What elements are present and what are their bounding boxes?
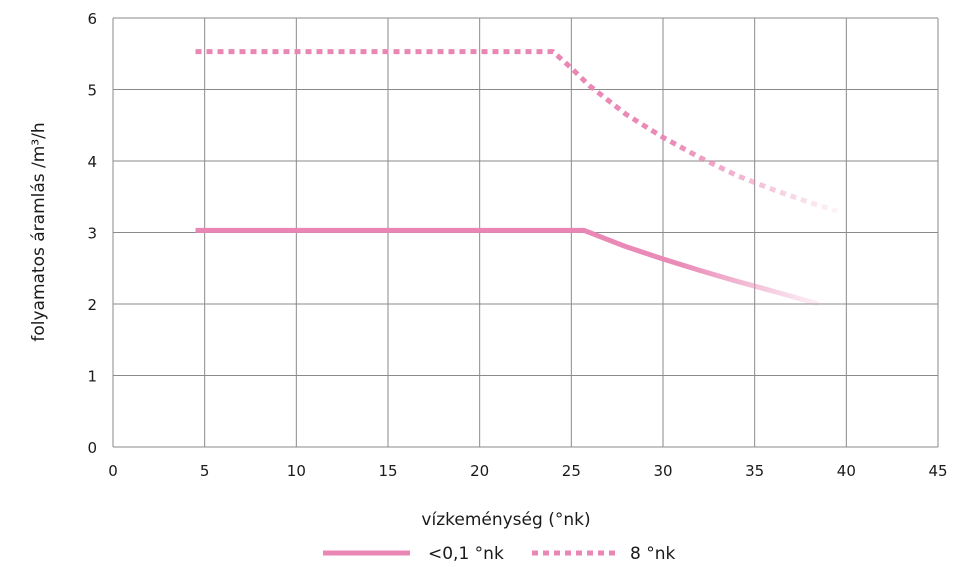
y-axis-label: folyamatos áramlás /m³/h bbox=[29, 122, 49, 341]
y-tick-label: 1 bbox=[87, 368, 97, 386]
series-line-0-1-nk bbox=[195, 227, 820, 307]
y-tick-label: 0 bbox=[87, 439, 97, 457]
series-group bbox=[195, 49, 838, 307]
x-tick-label: 30 bbox=[653, 462, 672, 480]
x-tick-label: 35 bbox=[745, 462, 764, 480]
x-tick-label: 45 bbox=[928, 462, 947, 480]
legend-label-solid: <0,1 °nk bbox=[428, 544, 504, 564]
x-tick-label: 15 bbox=[378, 462, 397, 480]
legend: <0,1 °nk 8 °nk bbox=[323, 544, 675, 564]
x-tick-label: 25 bbox=[562, 462, 581, 480]
legend-label-dashed: 8 °nk bbox=[630, 544, 675, 564]
x-tick-label: 40 bbox=[837, 462, 856, 480]
x-tick-label: 20 bbox=[470, 462, 489, 480]
x-tick-label: 0 bbox=[108, 462, 118, 480]
x-axis-label: vízkeménység (°nk) bbox=[421, 510, 590, 530]
x-tick-label: 10 bbox=[287, 462, 306, 480]
y-tick-label: 5 bbox=[87, 82, 97, 100]
x-tick-label: 5 bbox=[200, 462, 210, 480]
y-tick-label: 3 bbox=[87, 225, 97, 243]
series-line-8-nk bbox=[195, 49, 838, 214]
y-tick-label: 4 bbox=[87, 153, 97, 171]
y-tick-label: 2 bbox=[87, 296, 97, 314]
y-tick-label: 6 bbox=[87, 10, 97, 28]
